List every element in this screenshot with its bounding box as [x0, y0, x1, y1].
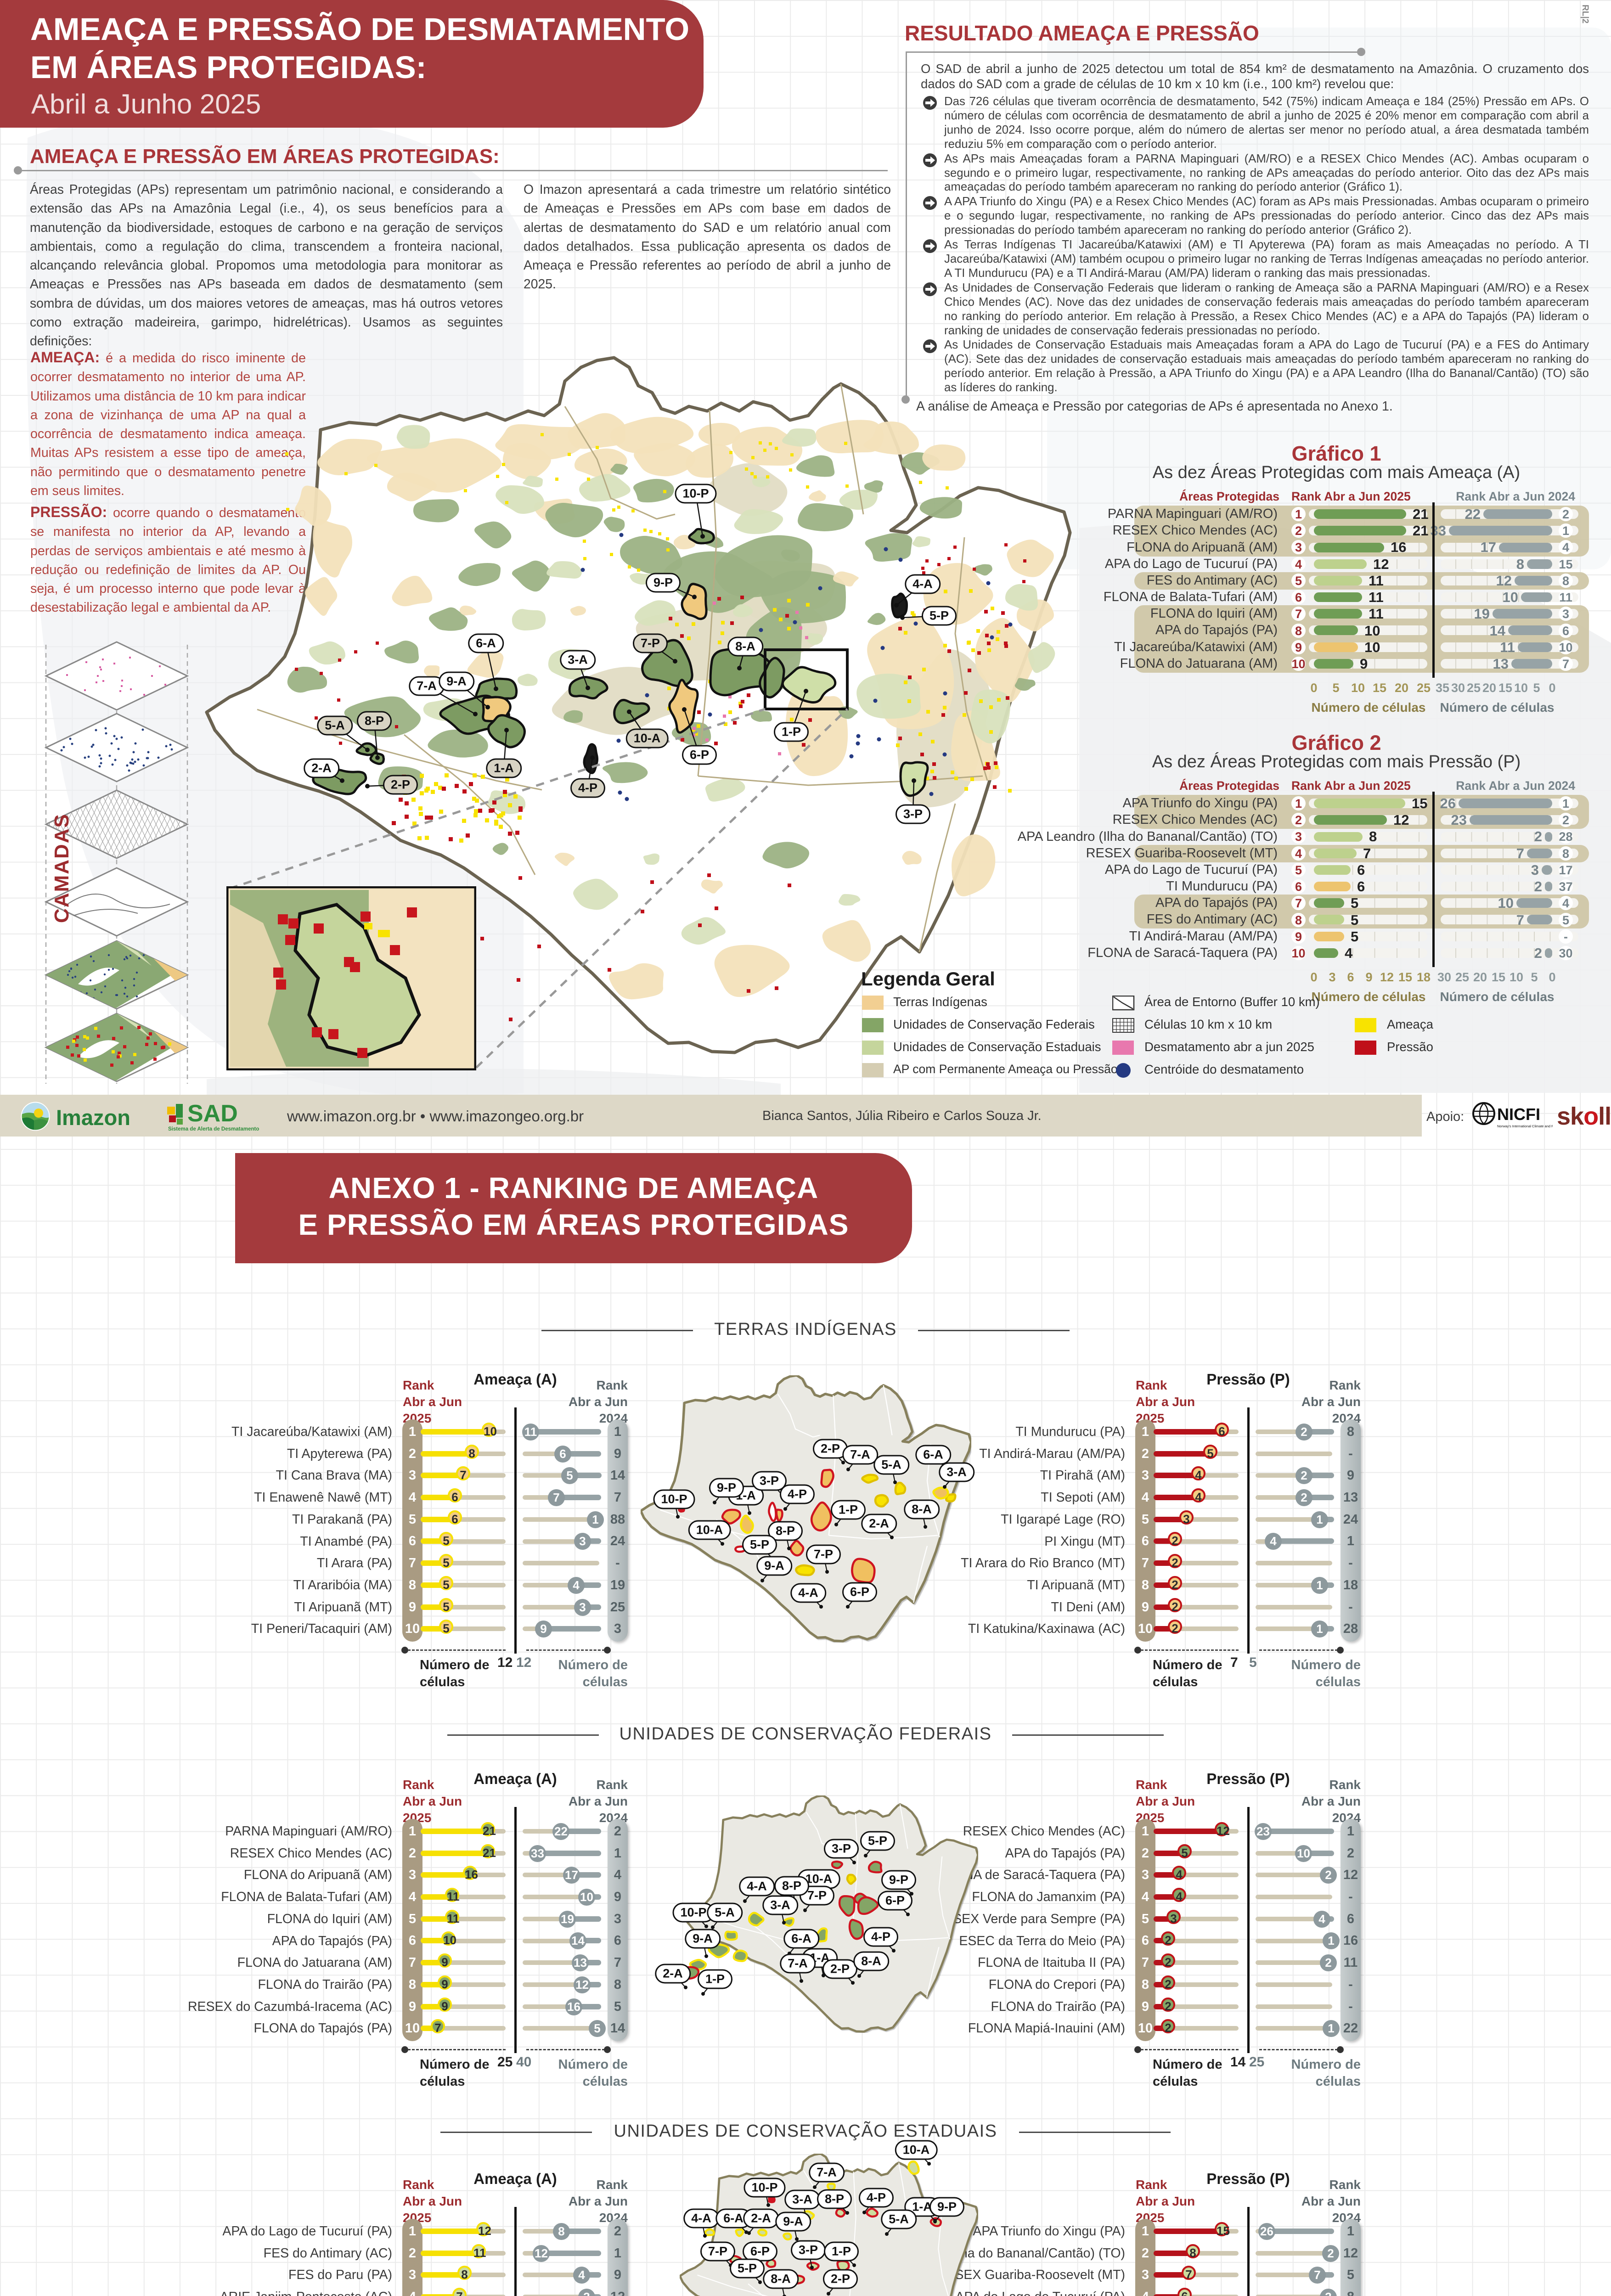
- svg-text:Imazon: Imazon: [56, 1105, 130, 1130]
- svg-text:Norway's International Climate: Norway's International Climate and Fores…: [1497, 1124, 1553, 1128]
- svg-text:SAD: SAD: [187, 1100, 238, 1127]
- svg-text:Sistema de Alerta de Desmatame: Sistema de Alerta de Desmatamento: [168, 1126, 259, 1132]
- svg-text:NICFI: NICFI: [1497, 1105, 1540, 1124]
